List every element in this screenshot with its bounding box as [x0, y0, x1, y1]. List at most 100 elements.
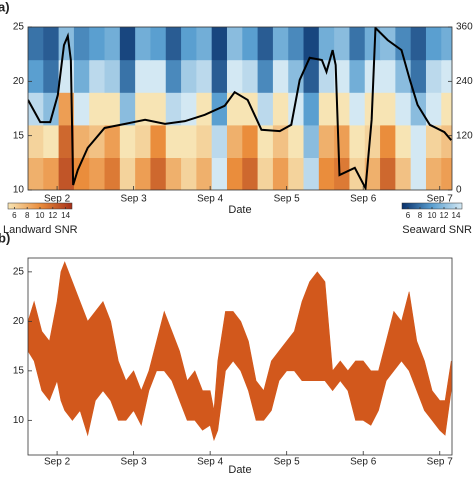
heatmap-cell [226, 59, 243, 93]
heatmap-cell [303, 27, 320, 61]
y-tick-label: 20 [13, 76, 25, 87]
colorbar-label: Seaward SNR [402, 224, 472, 236]
heatmap-cell [349, 59, 366, 93]
heatmap-cell [135, 27, 152, 61]
heatmap-cell [303, 92, 320, 126]
heatmap-cell [318, 124, 335, 158]
y-tick-label: 25 [13, 266, 25, 277]
heatmap-cell [135, 59, 152, 93]
heatmap-cell [380, 92, 396, 126]
heatmap-cell [242, 124, 259, 158]
heatmap-cell [181, 157, 197, 190]
y-tick-label: 10 [13, 185, 25, 196]
heatmap-cell [425, 92, 442, 126]
x-tick-label: Sep 3 [121, 457, 148, 468]
heatmap-cell [89, 92, 106, 126]
heatmap-cell [196, 124, 213, 158]
y-tick-label: 20 [13, 316, 25, 327]
heatmap-cell [349, 27, 366, 61]
heatmap-cell [303, 124, 320, 158]
panel-label: b) [0, 230, 10, 245]
heatmap [28, 27, 452, 190]
x-tick-label: Sep 4 [197, 194, 224, 205]
colorbar-tick-label: 12 [440, 211, 449, 220]
heatmap-cell [28, 27, 44, 61]
heatmap-cell [119, 27, 136, 61]
heatmap-cell [73, 92, 90, 126]
heatmap-cell [272, 157, 289, 190]
heatmap-cell [303, 59, 320, 93]
heatmap-cell [58, 92, 75, 126]
heatmap-cell [334, 59, 351, 93]
heatmap-cell [211, 27, 228, 61]
colorbar-tick-label: 6 [406, 211, 411, 220]
colorbar-tick-label: 6 [12, 211, 17, 220]
heatmap-cell [364, 157, 381, 190]
x-axis-label: Date [228, 204, 251, 216]
y-tick-label: 15 [13, 365, 25, 376]
heatmap-cell [349, 92, 366, 126]
heatmap-cell [272, 124, 289, 158]
heatmap-cell [73, 59, 90, 93]
heatmap-cell [364, 27, 381, 61]
heatmap-cell [43, 157, 60, 190]
heatmap-cell [395, 157, 412, 190]
heatmap-cell [150, 59, 167, 93]
heatmap-cell [43, 59, 60, 93]
colorbar-tick-label: 8 [418, 211, 423, 220]
heatmap-cell [441, 59, 452, 93]
heatmap-cell [226, 157, 243, 190]
heatmap-cell [165, 27, 182, 61]
heatmap-cell [119, 157, 136, 190]
heatmap-cell [395, 92, 412, 126]
heatmap-cell [257, 157, 274, 190]
heatmap-cell [104, 27, 121, 61]
heatmap-cell [119, 124, 136, 158]
heatmap-cell [242, 157, 259, 190]
heatmap-cell [165, 92, 182, 126]
y-tick-label: 15 [13, 130, 25, 141]
heatmap-cell [380, 157, 396, 190]
heatmap-cell [165, 157, 182, 190]
heatmap-cell [318, 59, 335, 93]
y2-tick-label: 0 [456, 185, 462, 196]
colorbar-tick-label: 14 [452, 211, 461, 220]
heatmap-cell [43, 124, 60, 158]
heatmap-cell [89, 157, 106, 190]
colorbar-tick-label: 10 [36, 211, 45, 220]
range-band [28, 261, 452, 442]
heatmap-cell [135, 124, 152, 158]
heatmap-cell [196, 27, 213, 61]
x-tick-label: Sep 7 [427, 457, 454, 468]
colorbar-tick-label: 12 [48, 211, 57, 220]
x-tick-label: Sep 2 [44, 194, 71, 205]
heatmap-cell [119, 59, 136, 93]
x-tick-label: Sep 5 [274, 457, 301, 468]
heatmap-cell [425, 124, 442, 158]
x-tick-label: Sep 3 [121, 194, 148, 205]
heatmap-cell [272, 59, 289, 93]
heatmap-cell [395, 27, 412, 61]
heatmap-cell [425, 157, 442, 190]
colorbar-tick-label: 14 [61, 211, 70, 220]
heatmap-cell [73, 157, 90, 190]
heatmap-cell [334, 27, 351, 61]
heatmap-cell [58, 124, 75, 158]
heatmap-cell [150, 124, 167, 158]
heatmap-cell [364, 124, 381, 158]
heatmap-cell [43, 27, 60, 61]
x-axis-label: Date [228, 464, 251, 474]
y2-tick-label: 120 [456, 130, 473, 141]
heatmap-cell [257, 59, 274, 93]
heatmap-cell [257, 124, 274, 158]
heatmap-cell [104, 157, 121, 190]
heatmap-cell [410, 27, 427, 61]
heatmap-cell [257, 92, 274, 126]
x-tick-label: Sep 7 [427, 194, 454, 205]
y-tick-label: 10 [13, 415, 25, 426]
heatmap-cell [242, 59, 259, 93]
heatmap-cell [441, 124, 452, 158]
heatmap-cell [288, 157, 305, 190]
heatmap-cell [165, 124, 182, 158]
